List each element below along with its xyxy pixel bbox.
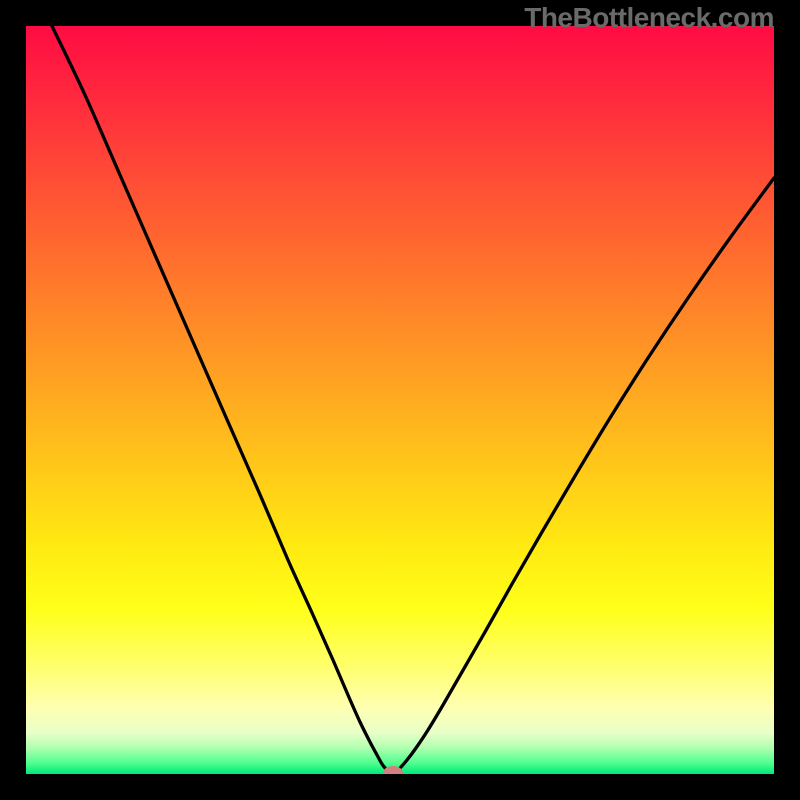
chart-svg: [26, 26, 774, 774]
watermark-text: TheBottleneck.com: [524, 2, 774, 34]
gradient-background: [26, 26, 774, 774]
chart-container: TheBottleneck.com: [0, 0, 800, 800]
plot-area: [26, 26, 774, 774]
